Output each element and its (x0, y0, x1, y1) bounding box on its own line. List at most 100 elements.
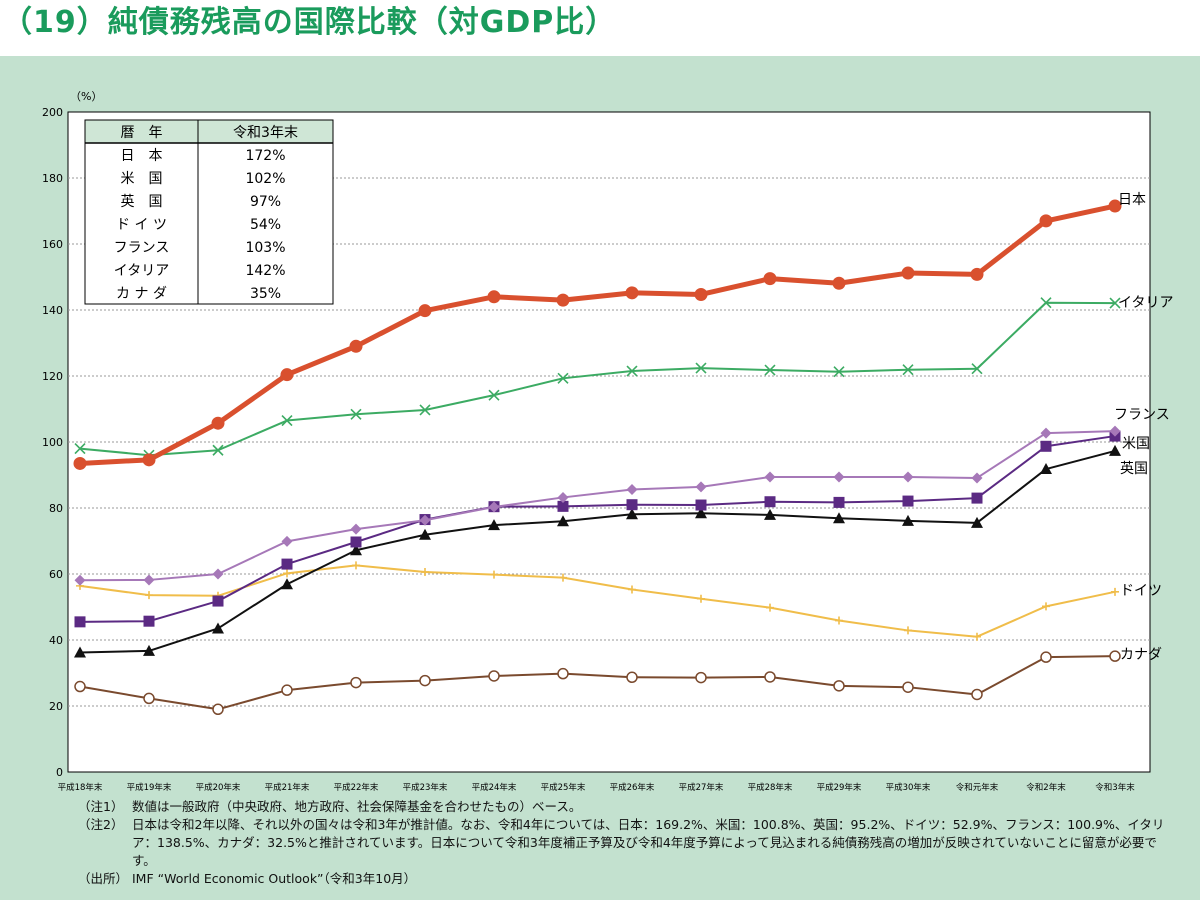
x-tick-label: 令和2年末 (1026, 782, 1066, 793)
series-日本 (73, 199, 1122, 470)
data-point (419, 404, 431, 416)
legend-table-country: 英 国 (121, 193, 163, 210)
data-point (487, 290, 501, 304)
x-tick-label: 令和元年末 (956, 782, 999, 793)
legend-table-country: フランス (114, 240, 170, 256)
legend-table-value: 97% (250, 194, 281, 210)
legend-table-value: 35% (250, 286, 281, 302)
data-point (74, 680, 86, 693)
data-point (764, 496, 776, 508)
data-point (212, 622, 224, 634)
data-point (695, 481, 707, 493)
data-point (142, 453, 156, 467)
data-point (350, 544, 362, 556)
data-point (694, 287, 708, 301)
data-point (971, 363, 983, 375)
series-line (79, 564, 1116, 638)
legend-table-header: 令和3年末 (233, 125, 298, 141)
legend-table-country: カ ナ ダ (116, 286, 167, 302)
data-point (74, 616, 86, 628)
data-point (971, 472, 983, 484)
data-point (1040, 427, 1052, 439)
data-point (74, 574, 86, 586)
page-title: （19）純債務残高の国際比較（対GDP比） (2, 5, 617, 40)
data-point (626, 508, 638, 520)
data-point (695, 671, 707, 684)
data-point (212, 444, 224, 456)
data-point (1040, 297, 1052, 309)
series-フランス (74, 425, 1121, 586)
x-tick-label: 平成20年末 (196, 782, 241, 793)
y-tick-label: 120 (42, 370, 63, 383)
data-point (1111, 587, 1119, 596)
legend-table-value: 54% (250, 217, 281, 233)
data-point (833, 471, 845, 483)
data-point (970, 267, 984, 281)
series-label: イタリア (1118, 295, 1173, 311)
data-point (143, 615, 155, 627)
data-point (1039, 214, 1053, 228)
y-tick-label: 0 (56, 766, 63, 779)
data-point (488, 501, 500, 513)
data-point (350, 536, 362, 548)
series-line (79, 449, 1116, 654)
data-point (626, 671, 638, 684)
data-point (212, 568, 224, 580)
data-point (421, 568, 429, 577)
data-point (1109, 297, 1121, 309)
data-point (212, 703, 224, 716)
series-label: 米国 (1122, 436, 1150, 452)
series-line (79, 301, 1116, 457)
data-point (766, 603, 774, 612)
data-point (628, 585, 636, 594)
y-axis-label: （%） (70, 90, 102, 103)
data-point (763, 272, 777, 286)
data-point (557, 491, 569, 503)
data-point (1042, 602, 1050, 611)
legend-table-frame (84, 119, 334, 305)
data-point (419, 528, 431, 540)
data-point (281, 578, 293, 590)
data-point (1040, 463, 1052, 475)
x-tick-label: 平成27年末 (679, 782, 724, 793)
data-point (626, 499, 638, 511)
data-point (1109, 425, 1121, 437)
data-point (1109, 650, 1121, 662)
data-point (557, 667, 569, 680)
data-point (832, 276, 846, 290)
legend-table-header: 暦 年 (121, 125, 163, 141)
data-point (902, 364, 914, 376)
data-point (697, 594, 705, 603)
data-point (557, 500, 569, 512)
data-point (488, 670, 500, 682)
data-point (901, 266, 915, 280)
y-tick-label: 20 (49, 700, 63, 713)
data-point (488, 519, 500, 531)
series-label: 日本 (1118, 192, 1146, 208)
x-tick-label: 平成21年末 (265, 782, 310, 793)
data-point (281, 414, 293, 427)
data-point (557, 372, 569, 384)
x-tick-label: 平成24年末 (472, 782, 517, 793)
data-point (556, 293, 570, 307)
data-point (145, 591, 153, 600)
data-point (557, 515, 569, 527)
data-point (283, 569, 291, 578)
data-point (695, 499, 707, 511)
data-point (973, 632, 981, 641)
x-tick-label: 令和3年末 (1095, 782, 1135, 793)
data-point (764, 364, 776, 376)
x-tick-label: 平成28年末 (748, 782, 793, 793)
data-point (74, 443, 86, 455)
data-point (143, 644, 155, 656)
legend-table-country: 米 国 (121, 171, 163, 187)
series-ドイツ (76, 561, 1119, 641)
data-point (695, 507, 707, 519)
data-point (280, 368, 294, 382)
data-point (626, 365, 638, 377)
legend-table-country: 日 本 (121, 148, 163, 164)
data-point (971, 492, 983, 504)
x-tick-label: 平成18年末 (58, 782, 103, 793)
data-point (833, 366, 845, 378)
data-point (211, 416, 225, 430)
